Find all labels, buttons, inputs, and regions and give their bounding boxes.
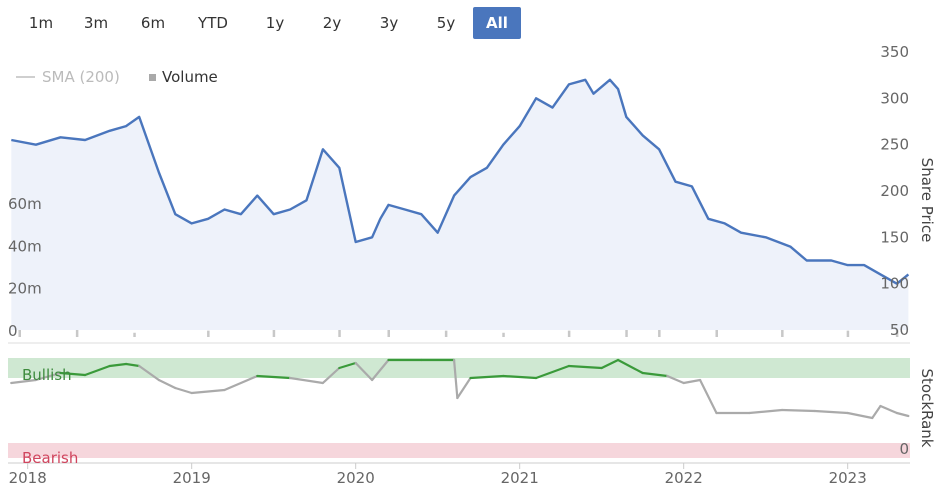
rank-segment xyxy=(59,371,87,377)
volume-bar xyxy=(75,324,79,337)
rank-segment xyxy=(108,362,128,368)
rank-segment xyxy=(682,378,702,385)
sma-legend-label[interactable]: SMA (200) xyxy=(42,68,120,86)
volume-tick-label: 60m xyxy=(8,195,42,213)
rank-segment xyxy=(157,378,177,390)
rank-segment xyxy=(846,411,874,420)
rank-segment xyxy=(879,404,898,415)
rank-segment xyxy=(871,404,882,420)
volume-tick-label: 20m xyxy=(8,280,42,298)
axis-labels: Bullish Bearish 50 100 150 200 250 300 350 0 20m 40… xyxy=(8,43,936,487)
x-tick-label: 2019 xyxy=(173,469,211,487)
rank-segment xyxy=(616,358,644,375)
rank-segment xyxy=(780,408,816,413)
price-tick-label: 200 xyxy=(880,182,909,200)
volume-bar xyxy=(133,332,136,337)
price-tick-label: 150 xyxy=(880,228,909,246)
x-tick-label: 2023 xyxy=(829,469,867,487)
bullish-band xyxy=(8,358,910,378)
range-tab-3m[interactable]: 3m xyxy=(83,14,109,32)
rank-segment xyxy=(698,378,718,415)
price-tick-label: 300 xyxy=(880,89,909,107)
range-tab-2y[interactable]: 2y xyxy=(322,14,342,32)
volume-tick-label: 0 xyxy=(8,322,18,340)
rank-bands xyxy=(8,358,910,458)
rank-segment xyxy=(256,374,292,380)
price-series xyxy=(11,78,910,330)
x-tick-label: 2022 xyxy=(665,469,703,487)
volume-bar xyxy=(444,330,448,337)
rank-segment xyxy=(748,408,784,415)
price-line xyxy=(11,78,910,285)
bullish-band-label: Bullish xyxy=(22,366,72,384)
volume-bar xyxy=(338,326,341,337)
volume-bar xyxy=(625,328,628,337)
rank-segment xyxy=(10,378,37,385)
rank-segment xyxy=(502,374,538,380)
volume-bar xyxy=(846,330,850,337)
volume-bar xyxy=(715,326,718,337)
rank-segment xyxy=(370,358,390,382)
range-tab-3y[interactable]: 3y xyxy=(379,14,399,32)
rank-segment xyxy=(138,364,160,382)
rank-segment xyxy=(83,364,111,377)
rank-segment xyxy=(190,388,226,395)
volume-tick-label: 40m xyxy=(8,237,42,255)
rank-segment xyxy=(223,374,259,392)
volume-legend-swatch xyxy=(149,74,156,81)
x-tick-label: 2020 xyxy=(337,469,375,487)
range-tab-6m[interactable]: 6m xyxy=(140,14,166,32)
bearish-band xyxy=(8,443,910,458)
rank-segment xyxy=(124,362,141,368)
volume-legend-label[interactable]: Volume xyxy=(162,68,218,86)
x-tick-label: 2018 xyxy=(9,469,47,487)
rank-segment xyxy=(34,371,62,382)
price-tick-label: 100 xyxy=(880,275,909,293)
rank-series xyxy=(10,358,910,420)
rank-segment xyxy=(469,374,505,380)
share-price-axis-title: Share Price xyxy=(918,158,936,243)
range-tab-1y[interactable]: 1y xyxy=(265,14,285,32)
volume-bar xyxy=(567,330,571,337)
price-tick-label: 250 xyxy=(880,136,909,154)
rank-segment xyxy=(452,358,459,400)
rank-segment xyxy=(813,409,849,415)
range-tab-ytd[interactable]: YTD xyxy=(198,14,228,32)
rank-segment xyxy=(567,364,603,370)
rank-segment xyxy=(354,361,374,382)
rank-segment xyxy=(174,386,193,395)
range-tab-1m[interactable]: 1m xyxy=(28,14,54,32)
rank-segment xyxy=(895,411,910,418)
rank-segment xyxy=(600,358,620,370)
volume-bar xyxy=(207,330,210,337)
rank-segment xyxy=(666,374,685,385)
rank-segment xyxy=(641,371,669,378)
volume-bar xyxy=(272,328,276,337)
bearish-band-label: Bearish xyxy=(22,449,78,467)
stockrank-axis-title: StockRank xyxy=(918,369,936,448)
rank-tick-label: 0 xyxy=(899,440,909,458)
volume-bar xyxy=(502,332,505,337)
price-tick-label: 350 xyxy=(880,43,909,61)
rank-segment xyxy=(288,376,324,385)
range-tab-all[interactable]: All xyxy=(473,7,521,39)
range-tab-5y[interactable]: 5y xyxy=(436,14,456,32)
price-area xyxy=(11,79,909,330)
x-tick-label: 2021 xyxy=(501,469,539,487)
rank-segment xyxy=(534,364,570,380)
rank-segment xyxy=(321,366,341,385)
rank-segment xyxy=(456,376,472,400)
volume-bar xyxy=(387,324,390,337)
grid-lines xyxy=(8,342,910,469)
price-tick-label: 50 xyxy=(890,321,909,339)
rank-segment xyxy=(338,361,357,370)
